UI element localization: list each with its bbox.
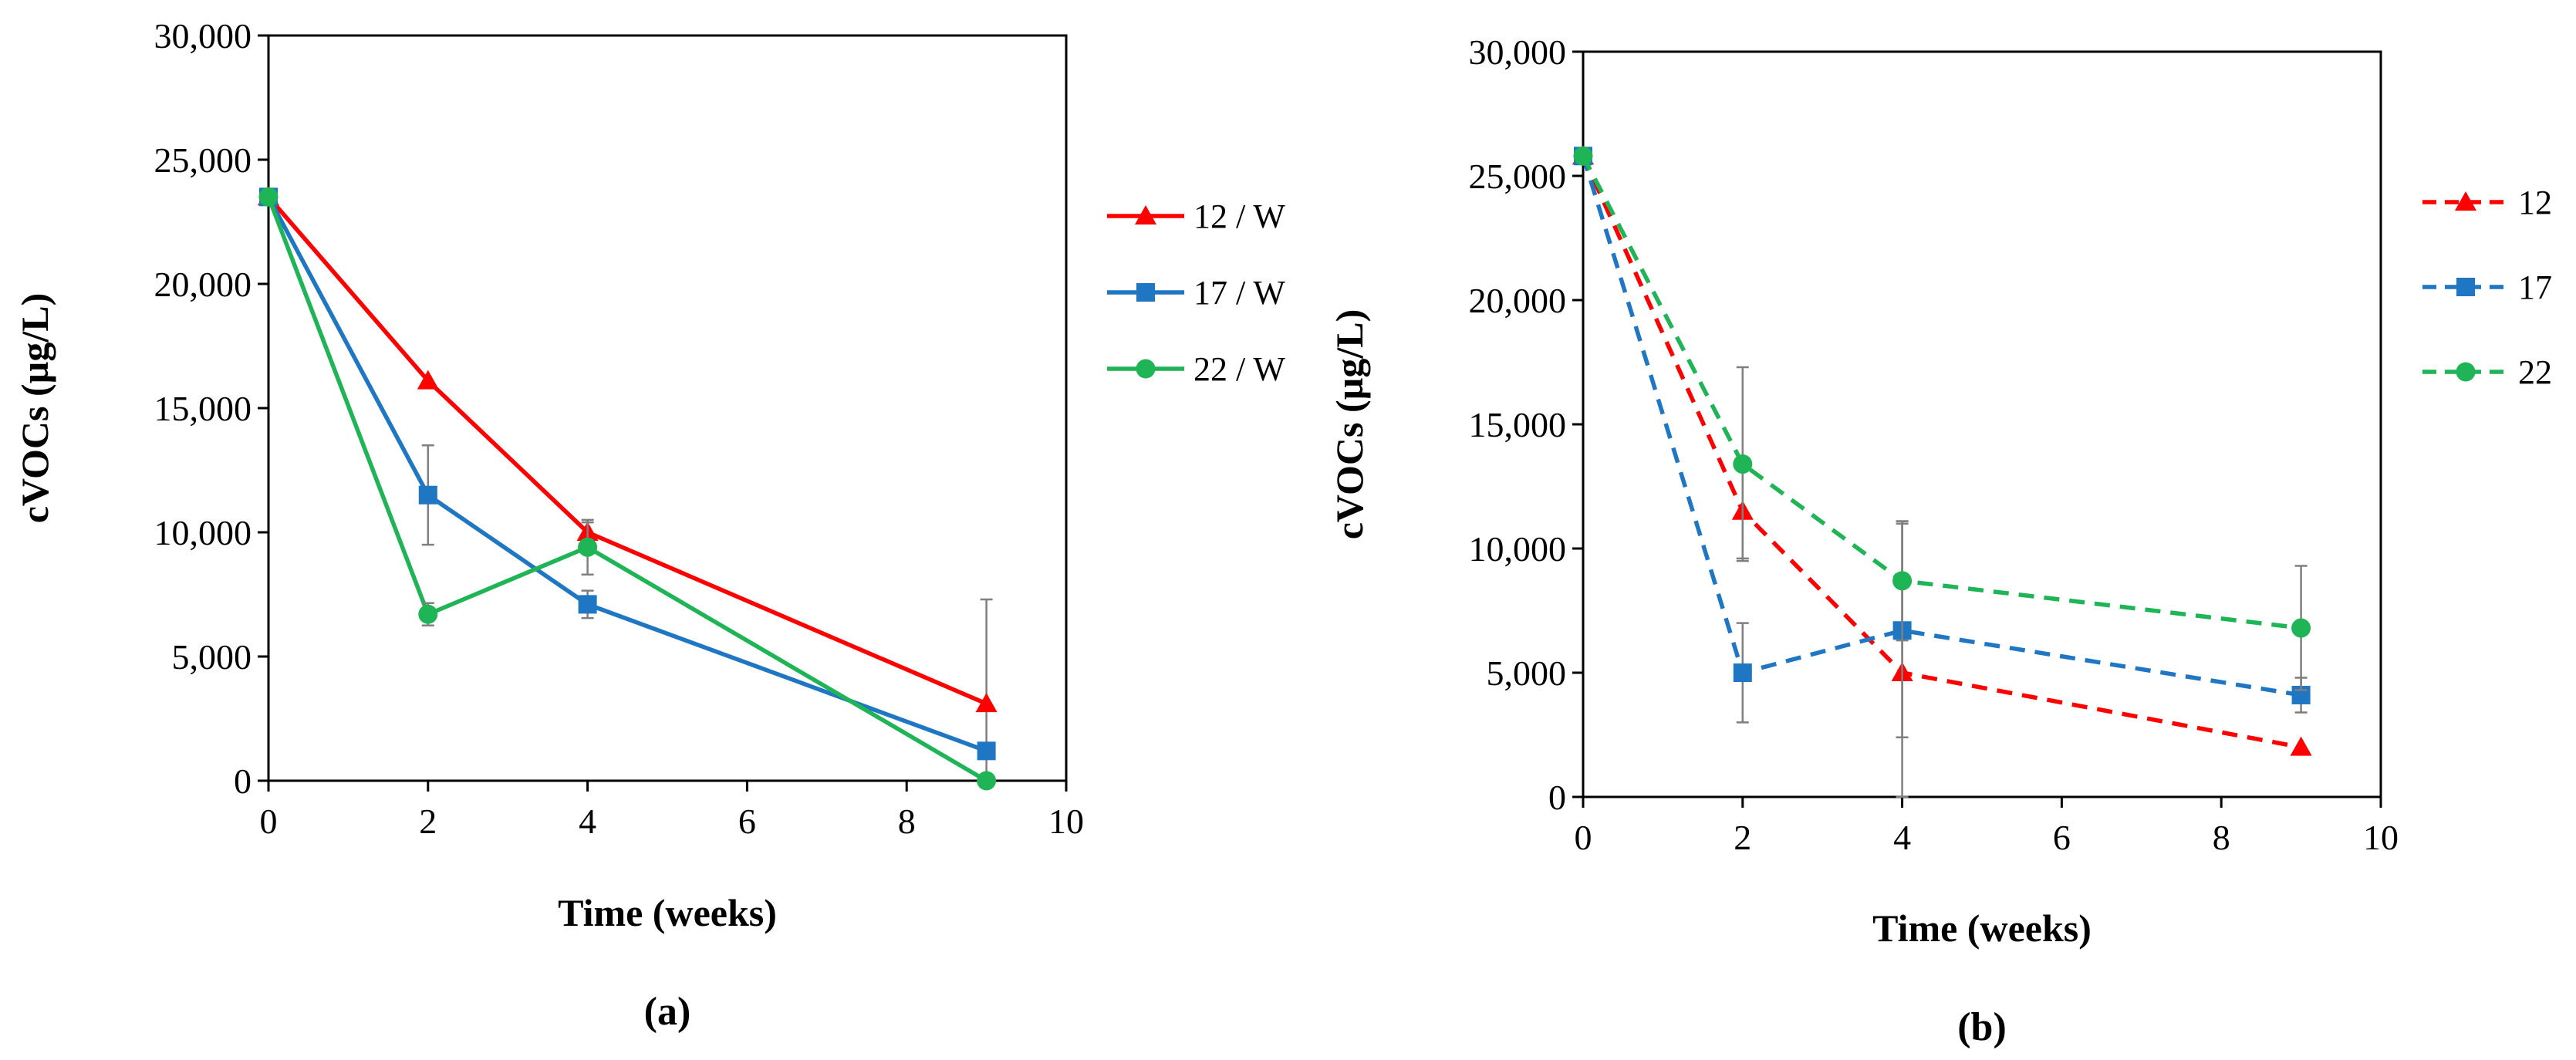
data-point — [2290, 736, 2312, 756]
y-tick-label: 20,000 — [154, 265, 252, 304]
legend-marker — [2455, 191, 2476, 211]
series-line — [266, 196, 988, 783]
x-tick-label: 8 — [2213, 818, 2230, 857]
legend-label: 22 — [2518, 353, 2552, 391]
chart-panel-b: 0 5,000 10,000 15,000 20,000 25,000 30,000 0 2 4… — [1328, 32, 2552, 1049]
series-12 — [1572, 145, 2312, 798]
legend-marker — [2456, 278, 2475, 296]
x-tick-label: 10 — [1048, 802, 1084, 841]
series-line — [266, 196, 988, 753]
x-tick-label: 10 — [2363, 818, 2399, 857]
x-axis-title: Time (weeks) — [558, 891, 777, 934]
legend-marker — [1136, 359, 1156, 379]
x-tick-label: 0 — [260, 802, 278, 841]
data-point — [578, 537, 598, 557]
legend-marker — [1135, 205, 1156, 224]
legend-marker — [1136, 283, 1155, 302]
x-tick-label: 4 — [1893, 818, 1911, 857]
x-tick-label: 6 — [738, 802, 756, 841]
data-point — [2291, 618, 2311, 638]
series-line — [1581, 154, 2301, 630]
legend-label: 17 — [2518, 268, 2552, 306]
y-axis-title: cVOCs (µg/L) — [1328, 309, 1371, 540]
x-tick-label: 2 — [419, 802, 437, 841]
x-tick-label: 8 — [898, 802, 916, 841]
chart-panel-a: 0 5,000 10,000 15,000 20,000 25,000 30,000 0 2 4… — [13, 16, 1285, 1034]
data-point — [418, 604, 438, 624]
y-tick-label: 30,000 — [154, 16, 252, 56]
series-17-w — [259, 187, 996, 761]
panel-label: (a) — [644, 990, 691, 1034]
y-tick-label: 0 — [234, 761, 252, 801]
x-axis-title: Time (weeks) — [1872, 906, 2092, 950]
legend-label: 17 / W — [1193, 274, 1285, 312]
legend-item: 22 — [2422, 353, 2552, 391]
y-axis-title: cVOCs (µg/L) — [13, 293, 56, 524]
legend: 12 17 22 — [2422, 184, 2552, 391]
legend-marker — [2456, 362, 2476, 382]
y-tick-label: 15,000 — [154, 389, 252, 428]
legend-item: 12 / W — [1107, 197, 1285, 235]
plot-area-frame — [267, 34, 1068, 782]
data-point — [1573, 146, 1593, 166]
x-tick-label: 6 — [2053, 818, 2071, 857]
series-line — [266, 195, 988, 706]
x-tick-label: 0 — [1575, 818, 1592, 857]
data-point — [418, 485, 437, 505]
legend-item: 17 / W — [1107, 274, 1285, 312]
legend-item: 22 / W — [1107, 350, 1285, 388]
data-point — [417, 370, 439, 390]
data-point — [1892, 571, 1913, 591]
legend-item: 17 — [2422, 268, 2552, 306]
series-line — [1581, 155, 2302, 697]
legend-label: 22 / W — [1193, 350, 1285, 388]
y-tick-label: 10,000 — [154, 513, 252, 552]
x-tick-label: 4 — [579, 802, 596, 841]
legend: 12 / W 17 / W 22 / W — [1107, 197, 1285, 388]
legend-item: 12 — [2422, 184, 2552, 221]
data-point — [977, 771, 997, 791]
x-tick-label: 2 — [1734, 818, 1751, 857]
y-tick-label: 0 — [1548, 778, 1566, 817]
data-point — [578, 595, 597, 614]
data-point — [975, 693, 998, 713]
series-line — [1581, 155, 2302, 750]
y-tick-label: 25,000 — [154, 140, 252, 180]
series-22-w — [258, 187, 997, 791]
y-tick-label: 15,000 — [1469, 405, 1567, 444]
y-tick-label: 5,000 — [172, 637, 252, 677]
y-tick-label: 10,000 — [1469, 529, 1567, 569]
y-tick-label: 25,000 — [1469, 157, 1567, 196]
legend-label: 12 — [2518, 184, 2552, 221]
data-point — [258, 187, 279, 207]
series-17 — [1574, 147, 2311, 738]
data-point — [1733, 663, 1752, 682]
y-tick-label: 20,000 — [1469, 281, 1567, 320]
series-12-w — [258, 186, 998, 782]
data-point — [1733, 454, 1753, 474]
y-tick-label: 30,000 — [1469, 32, 1567, 72]
series-22 — [1573, 146, 2311, 691]
legend-label: 12 / W — [1193, 197, 1285, 235]
y-tick-label: 5,000 — [1487, 653, 1567, 693]
data-point — [977, 741, 996, 761]
panel-label: (b) — [1957, 1005, 2007, 1049]
